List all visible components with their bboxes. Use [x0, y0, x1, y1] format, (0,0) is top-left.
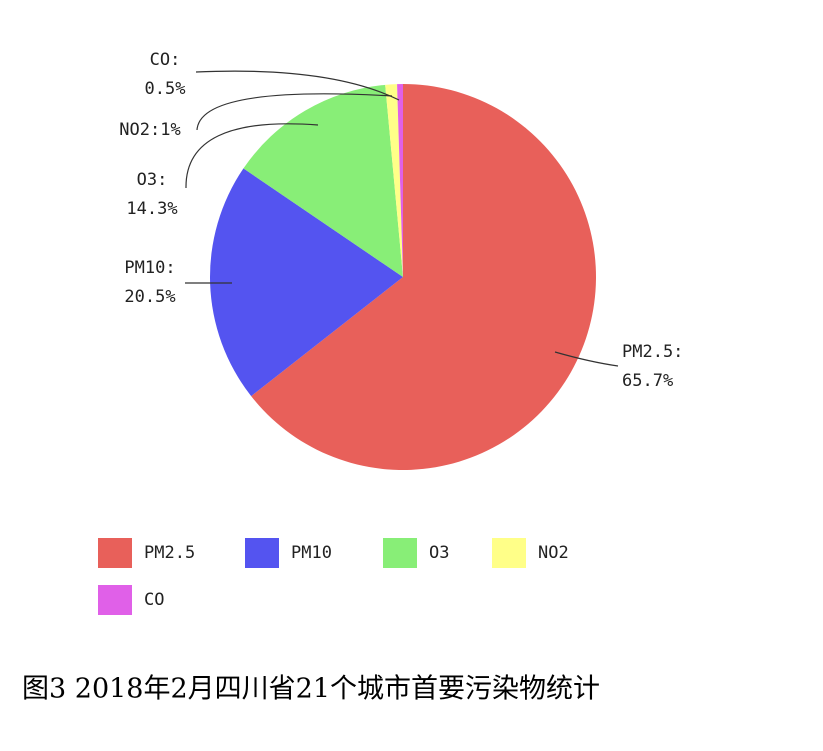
legend-label: CO — [144, 590, 164, 610]
slice — [209, 168, 403, 397]
leader-line — [185, 123, 319, 189]
data-label-line: 20.5% — [124, 287, 175, 307]
leader-line — [554, 351, 619, 367]
data-label: NO2:1% — [119, 120, 180, 140]
legend-label: NO2 — [538, 543, 569, 563]
data-label: CO: 0.5% — [145, 50, 186, 99]
legend-swatch — [98, 538, 132, 568]
legend-swatch — [383, 538, 417, 568]
data-label-line: 0.5% — [145, 79, 186, 99]
data-label-line: PM2.5: — [622, 342, 683, 362]
data-label: O3: 14.3% — [126, 170, 177, 219]
slice — [385, 84, 403, 277]
leader-line — [195, 70, 400, 101]
slice — [397, 84, 403, 277]
legend-label: O3 — [429, 543, 449, 563]
data-label-line: NO2:1% — [119, 120, 180, 140]
caption: 图3 2018年2月四川省21个城市首要污染物统计 — [22, 674, 600, 705]
data-label-line: CO: — [150, 50, 181, 70]
data-label: PM2.5: 65.7% — [622, 342, 683, 391]
legend-label: PM2.5 — [144, 543, 195, 563]
data-label-line: PM10: — [124, 258, 175, 278]
legend-label: PM10 — [291, 543, 332, 563]
leader-line — [196, 93, 393, 131]
legend-swatch — [98, 585, 132, 615]
slice — [243, 84, 403, 277]
data-label-line: O3: — [137, 170, 168, 190]
slice — [251, 84, 596, 470]
data-label-line: 65.7% — [622, 371, 673, 391]
data-label-line: 14.3% — [126, 199, 177, 219]
data-label: PM10: 20.5% — [124, 258, 175, 307]
legend-swatch — [245, 538, 279, 568]
legend-swatch — [492, 538, 526, 568]
